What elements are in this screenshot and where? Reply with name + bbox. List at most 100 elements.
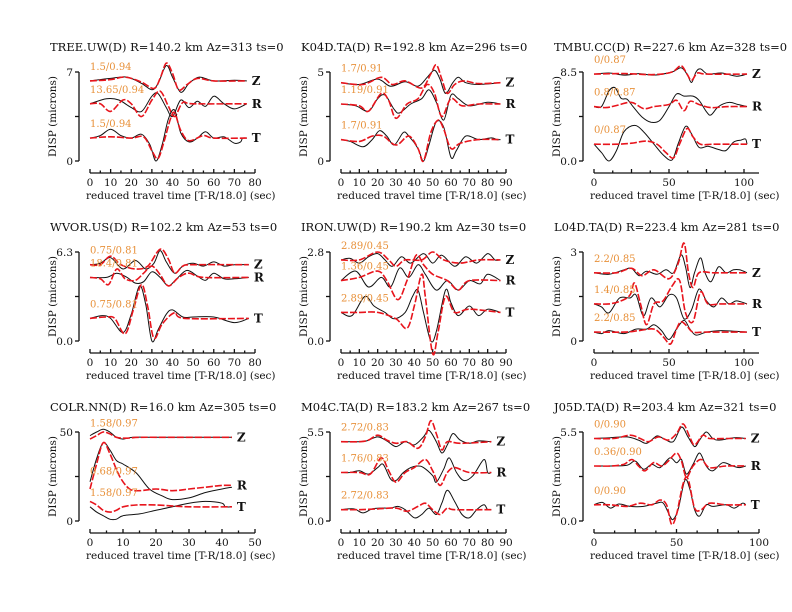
synthetic-trace-t: [89, 111, 247, 160]
component-label: Z: [506, 253, 515, 267]
x-tick-label: 10: [353, 357, 366, 369]
x-tick-label: 70: [463, 177, 476, 189]
x-tick-label: 90: [499, 537, 512, 549]
synthetic-trace-r: [593, 99, 748, 112]
component-label: T: [252, 131, 261, 145]
panel-title: K04D.TA(D) R=192.8 km Az=296 ts=0: [301, 40, 527, 54]
synthetic-trace-t: [89, 500, 232, 513]
synthetic-trace-r: [593, 452, 746, 479]
panel-title: L04D.TA(D) R=223.4 km Az=281 ts=0: [554, 220, 779, 234]
x-tick-label: 50: [426, 357, 439, 369]
y-tick-label: 0: [66, 156, 73, 168]
observed-trace-t: [89, 109, 247, 162]
x-tick-label: 50: [186, 177, 199, 189]
observed-trace-r: [89, 92, 248, 118]
x-tick-label: 40: [166, 177, 179, 189]
synthetic-trace-z: [593, 242, 747, 289]
x-tick-label: 70: [228, 177, 241, 189]
component-label: T: [254, 311, 263, 325]
y-axis-label: DISP (microns): [47, 76, 59, 157]
observed-trace-z: [593, 67, 748, 83]
x-tick-label: 60: [444, 357, 457, 369]
y-axis-label: DISP (microns): [298, 76, 310, 157]
trace-annotation: 1.19/0.91: [341, 85, 389, 96]
observed-trace-t: [89, 285, 249, 343]
synthetic-trace-t: [340, 502, 492, 516]
component-label: R: [496, 465, 507, 479]
component-label: R: [751, 459, 762, 473]
synthetic-trace-t: [593, 320, 747, 345]
y-tick-label: 0: [570, 336, 577, 348]
x-tick-label: 80: [481, 177, 494, 189]
x-axis-label: reduced travel time [T-R/18.0] (sec): [590, 550, 780, 562]
x-tick-label: 10: [104, 357, 117, 369]
panel-iron-uw: IRON.UW(D) R=190.2 km Az=30 ts=0 0.0 2.8DI…: [298, 220, 527, 382]
component-label: R: [237, 478, 248, 492]
observed-trace-r: [593, 86, 748, 124]
trace-annotation: 0.8/0.87: [594, 88, 636, 99]
trace-annotation: 2.72/0.83: [341, 423, 389, 434]
x-tick-label: 50: [662, 177, 675, 189]
observed-trace-t: [340, 288, 501, 343]
y-tick-label: 5.5: [560, 427, 577, 439]
x-tick-label: 60: [444, 177, 457, 189]
component-label: T: [751, 498, 760, 512]
y-tick-label: 0: [66, 516, 73, 528]
synthetic-trace-z: [89, 62, 247, 91]
synthetic-trace-t: [593, 476, 746, 526]
x-tick-label: 0: [87, 537, 94, 549]
x-tick-label: 80: [481, 357, 494, 369]
trace-annotation: 0.68/0.97: [90, 466, 138, 477]
y-axis-label: DISP (microns): [47, 436, 59, 517]
synthetic-trace-t: [341, 273, 501, 356]
trace-annotation: 1.4/0.85: [594, 285, 636, 296]
observed-trace-t: [593, 124, 748, 162]
x-tick-label: 30: [389, 537, 402, 549]
y-tick-label: 0: [317, 156, 324, 168]
y-tick-label: 7: [66, 67, 73, 79]
x-tick-label: 50: [426, 177, 439, 189]
x-axis-label: reduced travel time [T-R/18.0] (sec): [86, 370, 276, 382]
x-tick-label: 20: [371, 177, 384, 189]
trace-annotation: 1.7/0.91: [341, 64, 383, 75]
x-tick-label: 20: [371, 537, 384, 549]
panel-title: M04C.TA(D) R=183.2 km Az=267 ts=0: [301, 400, 530, 414]
y-axis-label: DISP (microns): [551, 76, 563, 157]
observed-trace-z: [89, 250, 249, 274]
x-tick-label: 20: [125, 357, 138, 369]
trace-annotation: 2.89/0.45: [341, 241, 389, 252]
x-tick-label: 70: [463, 537, 476, 549]
y-tick-label: 0.0: [560, 156, 577, 168]
x-axis-label: reduced travel time [T-R/18.0] (sec): [590, 190, 780, 202]
component-label: Z: [752, 266, 761, 280]
component-label: T: [752, 325, 761, 339]
x-tick-label: 30: [182, 537, 195, 549]
x-axis-label: reduced travel time [T-R/18.0] (sec): [86, 550, 276, 562]
x-tick-label: 0: [591, 357, 598, 369]
x-tick-label: 10: [353, 177, 366, 189]
component-label: Z: [252, 74, 261, 88]
x-tick-label: 10: [116, 537, 129, 549]
trace-annotation: 2.89/0.45: [341, 293, 389, 304]
component-label: T: [237, 500, 246, 514]
y-tick-label: 0.0: [307, 336, 324, 348]
component-label: Z: [751, 431, 760, 445]
y-axis-label: DISP (microns): [298, 256, 310, 337]
x-tick-label: 50: [186, 357, 199, 369]
x-tick-label: 100: [734, 357, 754, 369]
panel-m04c-ta: M04C.TA(D) R=183.2 km Az=267 ts=0 0.0 5.5D…: [298, 400, 530, 562]
panel-tree-uw: TREE.UW(D) R=140.2 km Az=313 ts=0 0 7 DISP …: [47, 40, 284, 202]
trace-annotation: 0.36/0.90: [594, 447, 642, 458]
x-tick-label: 50: [670, 537, 683, 549]
trace-annotation: 13.65/0.94: [90, 85, 144, 96]
synthetic-trace-t: [340, 119, 501, 163]
y-axis-label: DISP (microns): [551, 436, 563, 517]
x-tick-label: 70: [463, 357, 476, 369]
synthetic-trace-z: [593, 64, 748, 82]
y-axis-label: DISP (microns): [551, 256, 563, 337]
trace-annotation: 0/0.90: [594, 486, 626, 497]
component-label: R: [752, 100, 763, 114]
trace-annotation: 0/0.87: [594, 125, 626, 136]
x-tick-label: 10: [353, 537, 366, 549]
trace-annotation: 1.76/0.83: [341, 453, 389, 464]
